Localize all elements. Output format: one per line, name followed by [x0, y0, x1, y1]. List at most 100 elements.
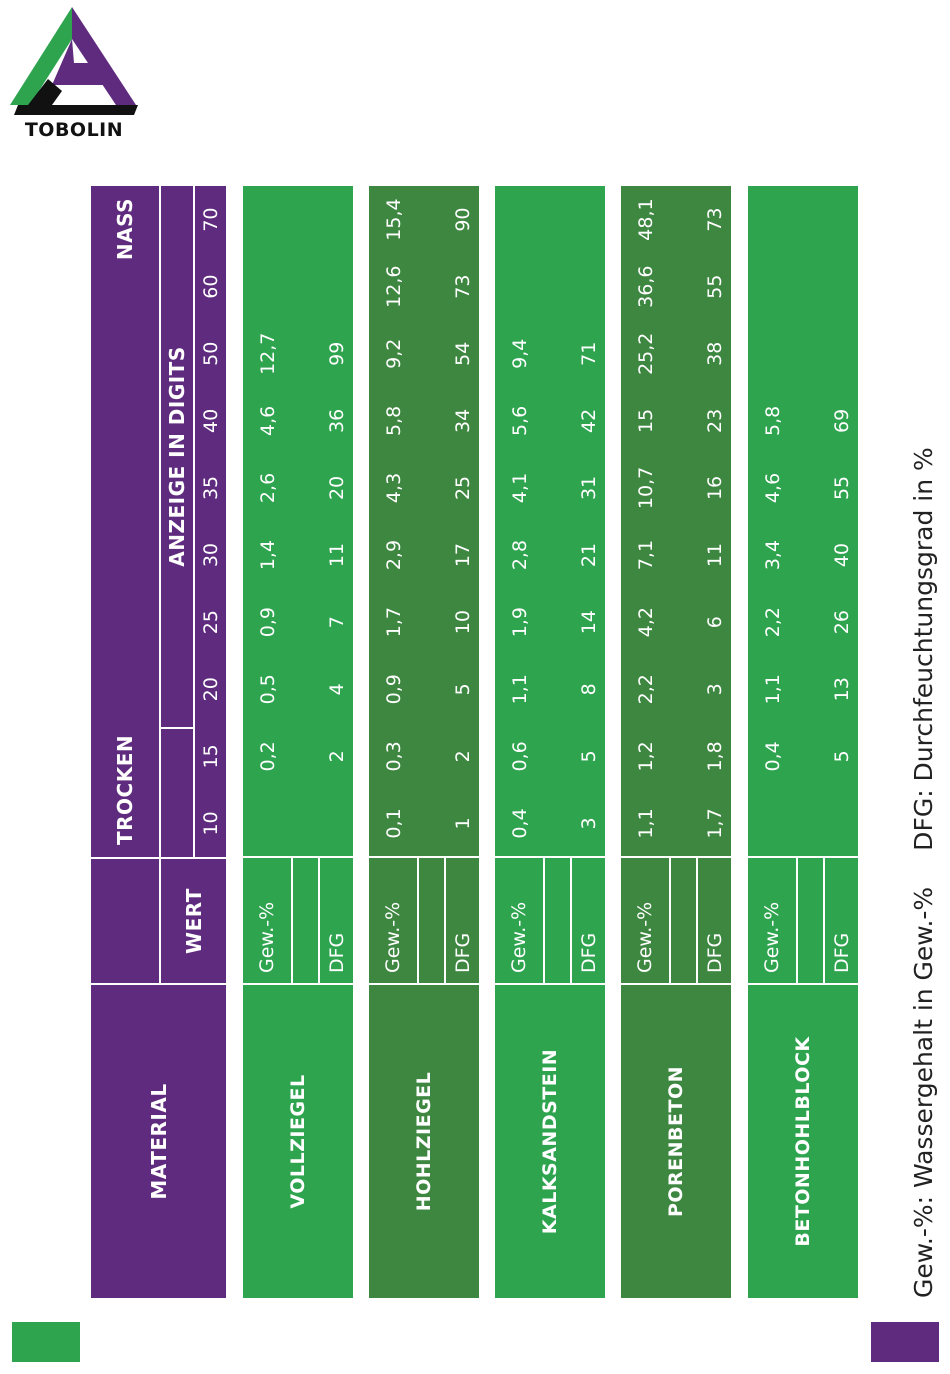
dfg-value: 55: [703, 274, 726, 299]
gew-value: 2,6: [257, 472, 279, 504]
dfg-value: 31: [577, 475, 600, 501]
dfg-value: 7: [325, 616, 348, 629]
spacer-row: [293, 857, 320, 983]
dfg-label: DFG: [451, 932, 474, 973]
gew-value: 1,2: [635, 741, 657, 772]
dfg-label: DFG: [577, 932, 600, 973]
digit-60: 60: [199, 274, 222, 299]
dfg-value: 16: [703, 475, 726, 501]
spacer-row-values: [545, 186, 572, 857]
dfg-value: 54: [451, 341, 474, 366]
dfg-value: 99: [325, 341, 348, 366]
gew-label: Gew.-%: [369, 857, 419, 983]
material-block-kalksandstein: KALKSANDSTEIN Gew.-% DFG 0,4 0,6 1,1 1,9 2,8 4,1…: [495, 186, 605, 1298]
gew-value: 1,1: [635, 808, 657, 839]
gew-value: 2,9: [383, 539, 405, 571]
gew-value: 1,4: [257, 539, 279, 571]
dfg-value: 3: [577, 817, 600, 830]
gew-label: Gew.-%: [621, 857, 671, 983]
dfg-value: 20: [325, 475, 348, 501]
gew-value: 3,4: [762, 539, 784, 571]
digit-35: 35: [199, 475, 222, 501]
gew-value: 0,9: [257, 607, 279, 638]
dfg-value: 8: [577, 683, 600, 696]
gew-value: 0,1: [383, 808, 405, 839]
footnote-dfg: DFG: Durchfeuchtungsgrad in %: [908, 447, 938, 851]
spacer-row: [545, 857, 572, 983]
spacer-row: [671, 857, 698, 983]
gew-value: 9,4: [509, 338, 531, 369]
digit-50: 50: [199, 341, 222, 366]
spacer-row: [419, 857, 446, 983]
material-name: PORENBETON: [621, 983, 731, 1298]
material-name: HOHLZIEGEL: [369, 983, 479, 1298]
header-nass: NASS: [113, 198, 137, 261]
dfg-value: 5: [830, 750, 853, 763]
moisture-table: MATERIAL WERT TROCKEN NASS ANZEIGE IN DIGITS…: [91, 186, 861, 1298]
dfg-value: 6: [703, 616, 726, 629]
gew-value: 7,1: [635, 539, 657, 571]
spacer-row-values: [293, 186, 320, 857]
gew-value: 4,6: [257, 405, 279, 436]
gew-value: 12,7: [257, 332, 279, 375]
green-square: [12, 1322, 80, 1362]
spacer-row: [798, 857, 825, 983]
dfg-value: 1,7: [703, 808, 726, 839]
footnote-gew: Gew.-%: Wassergehalt in Gew.-%: [908, 886, 938, 1298]
dfg-value: 42: [577, 408, 600, 433]
spacer-row-values: [419, 186, 446, 857]
gew-value: 0,3: [383, 741, 405, 772]
spacer-row-values: [671, 186, 698, 857]
dfg-value: 25: [451, 475, 474, 501]
dfg-value: 34: [451, 408, 474, 433]
digit-30: 30: [199, 542, 222, 568]
header-block: MATERIAL WERT TROCKEN NASS ANZEIGE IN DIGITS…: [91, 186, 226, 1298]
dfg-value: 14: [577, 610, 600, 635]
gew-value: 1,7: [383, 607, 405, 638]
dfg-value: 21: [577, 542, 600, 568]
gew-label: Gew.-%: [495, 857, 545, 983]
gew-value: 12,6: [383, 265, 405, 308]
tobolin-logo: TOBOLIN: [8, 5, 140, 145]
dfg-value: 13: [830, 677, 853, 702]
gew-value: 0,9: [383, 674, 405, 705]
digit-15: 15: [199, 744, 222, 769]
footnote: Gew.-%: Wassergehalt in Gew.-% DFG: Durc…: [903, 368, 943, 1298]
dfg-value: 55: [830, 475, 853, 501]
header-material: MATERIAL: [91, 983, 226, 1298]
dfg-value: 23: [703, 408, 726, 433]
gew-value: 4,1: [509, 472, 531, 504]
dfg-label: DFG: [325, 932, 348, 973]
dfg-value: 2: [451, 750, 474, 763]
gew-value: 0,5: [257, 674, 279, 705]
dfg-value: 2: [325, 750, 348, 763]
gew-label: Gew.-%: [243, 857, 293, 983]
dfg-label: DFG: [830, 932, 853, 973]
material-name: BETONHOHLBLOCK: [748, 983, 858, 1298]
gew-value: 2,8: [509, 539, 531, 571]
material-block-vollziegel: VOLLZIEGEL Gew.-% DFG 0,2 0,5 0,9 1,4 2,6 4,6 12,…: [243, 186, 353, 1298]
gew-value: 0,4: [509, 808, 531, 839]
dfg-value: 69: [830, 408, 853, 433]
gew-value: 25,2: [635, 332, 657, 375]
digit-25: 25: [199, 610, 222, 635]
gew-value: 5,8: [383, 405, 405, 436]
material-block-hohlziegel: HOHLZIEGEL Gew.-% DFG 0,1 0,3 0,9 1,7 2,9 4,3 5,8…: [369, 186, 479, 1298]
dfg-value: 36: [325, 408, 348, 433]
gew-value: 10,7: [635, 466, 657, 510]
dfg-value: 38: [703, 341, 726, 366]
gew-value: 1,1: [509, 674, 531, 705]
gew-value: 2,2: [762, 607, 784, 638]
dfg-value: 26: [830, 610, 853, 635]
dfg-value: 4: [325, 683, 348, 696]
gew-value: 9,2: [383, 338, 405, 369]
gew-value: 4,3: [383, 472, 405, 504]
gew-value: 15,4: [383, 198, 405, 241]
dfg-label: DFG: [703, 932, 726, 973]
gew-value: 36,6: [635, 265, 657, 308]
dfg-value: 40: [830, 542, 853, 568]
header-anzeige: ANZEIGE IN DIGITS: [161, 186, 195, 727]
dfg-value: 3: [703, 683, 726, 696]
material-block-porenbeton: PORENBETON Gew.-% DFG 1,1 1,2 2,2 4,2 7,1 10,7 15…: [621, 186, 731, 1298]
dfg-value: 71: [577, 341, 600, 366]
